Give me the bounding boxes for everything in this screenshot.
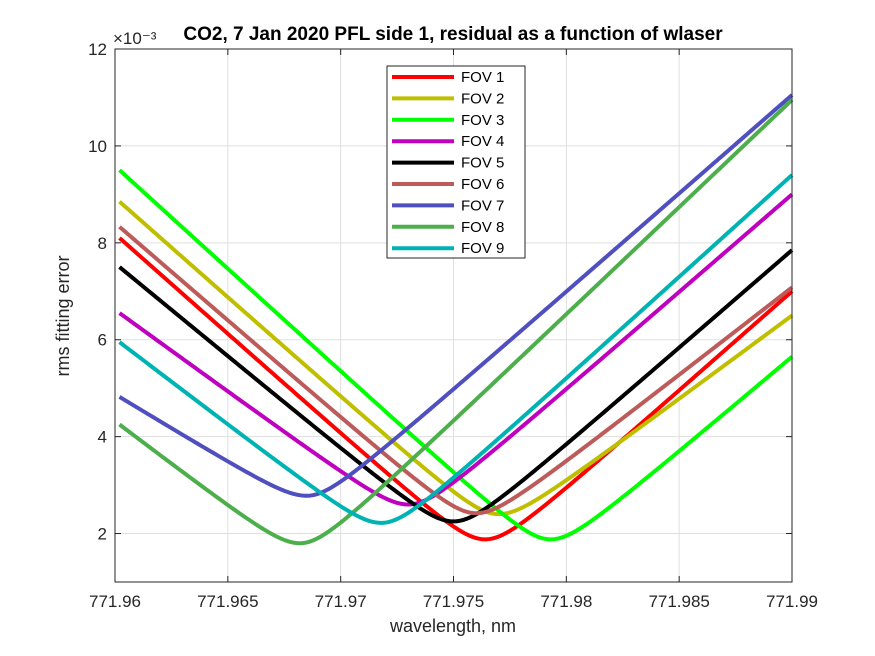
y-axis-label: rms fitting error — [53, 255, 73, 376]
x-tick-label: 771.965 — [197, 592, 258, 611]
x-tick-label: 771.98 — [540, 592, 592, 611]
legend: FOV 1 FOV 2 FOV 3 FOV 4 FOV 5 FOV 6 FOV 7 FOV 8… — [386, 65, 526, 259]
chart-title: CO2, 7 Jan 2020 PFL side 1, residual as … — [183, 24, 723, 45]
series-line-fov-6 — [118, 225, 794, 516]
y-tick-label: 10 — [88, 137, 107, 156]
series-line-fov-7 — [118, 93, 794, 498]
series-line-fov-5 — [118, 248, 794, 524]
series-line-fov-2 — [118, 200, 794, 517]
series-line-fov-8 — [118, 98, 794, 546]
x-tick-label: 771.97 — [315, 592, 367, 611]
series-lines — [118, 93, 794, 546]
legend-label-fov-7: FOV 7 — [461, 197, 504, 214]
legend-label-fov-5: FOV 5 — [461, 155, 504, 172]
legend-label-fov-3: FOV 3 — [461, 112, 504, 129]
x-tick-label: 771.99 — [766, 592, 818, 611]
x-tick-label: 771.985 — [648, 592, 709, 611]
y-tick-label: 12 — [88, 40, 107, 59]
y-tick-label: 2 — [98, 525, 107, 544]
y-tick-label: 8 — [98, 234, 107, 253]
series-line-fov-9 — [118, 173, 794, 525]
series-line-fov-1 — [118, 236, 794, 542]
y-tick-label: 6 — [98, 331, 107, 350]
axis-ticks: 771.96 771.965 771.97 771.975 771.98 771.985 7… — [88, 40, 818, 611]
legend-label-fov-2: FOV 2 — [461, 90, 504, 107]
x-tick-label: 771.975 — [423, 592, 484, 611]
y-exponent-label: ×10⁻³ — [113, 29, 157, 48]
legend-label-fov-8: FOV 8 — [461, 219, 504, 236]
y-tick-label: 4 — [98, 428, 107, 447]
legend-label-fov-9: FOV 9 — [461, 240, 504, 257]
legend-label-fov-6: FOV 6 — [461, 176, 504, 193]
legend-label-fov-1: FOV 1 — [461, 69, 504, 86]
x-tick-label: 771.96 — [89, 592, 141, 611]
x-axis-label: wavelength, nm — [389, 616, 516, 636]
series-line-fov-4 — [118, 192, 794, 507]
legend-label-fov-4: FOV 4 — [461, 133, 504, 150]
